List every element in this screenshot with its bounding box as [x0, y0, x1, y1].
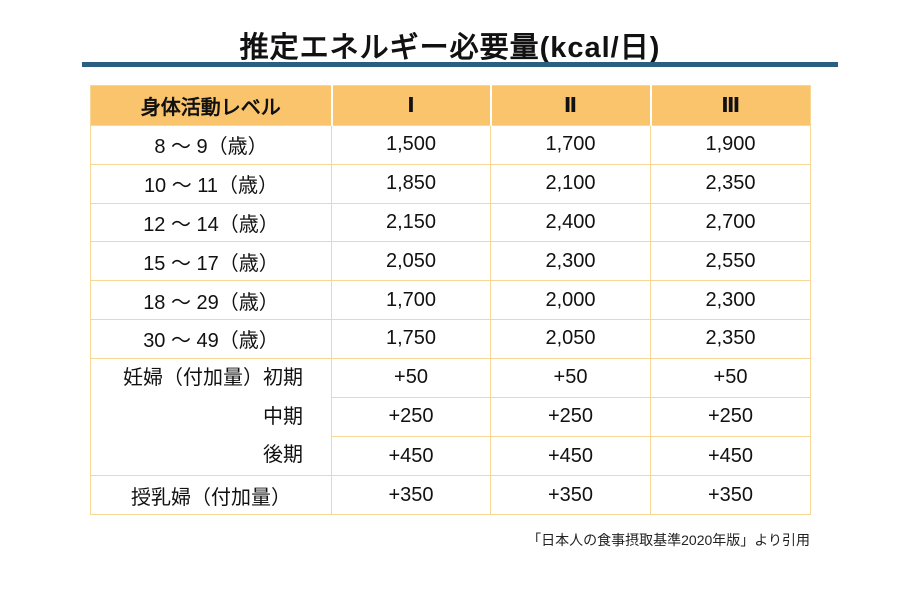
- energy-requirements-table: 身体活動レベル Ⅰ Ⅱ Ⅲ 8 ～ 9（歳） 1,500 1,700 1,900…: [90, 85, 811, 515]
- row-label: 授乳婦（付加量）: [90, 475, 332, 515]
- cell-value: 1,850: [331, 163, 491, 204]
- col-header-activity-level: 身体活動レベル: [90, 85, 333, 126]
- table-row: 12 ～ 14（歳） 2,150 2,400 2,700: [90, 202, 811, 243]
- cell-value: 2,300: [650, 280, 811, 320]
- table-row-maternity-initial: 妊婦（付加量）初期 中期 後期 +50 +50 +50: [90, 357, 811, 477]
- cell-value: +50: [490, 357, 651, 398]
- maternity-label-initial: 妊婦（付加量）初期: [123, 366, 303, 389]
- cell-value: 2,050: [331, 241, 491, 282]
- cell-value: +450: [331, 436, 491, 477]
- row-label: 30 ～ 49（歳）: [90, 318, 332, 359]
- table-row-lactation: 授乳婦（付加量） +350 +350 +350: [90, 475, 811, 515]
- cell-value: 1,750: [331, 318, 491, 359]
- cell-value: +250: [490, 396, 651, 438]
- row-label: 8 ～ 9（歳）: [90, 125, 332, 165]
- cell-value: 2,400: [490, 202, 651, 243]
- cell-value: +350: [650, 475, 811, 515]
- table-row: 15 ～ 17（歳） 2,050 2,300 2,550: [90, 241, 811, 282]
- maternity-label-late: 後期: [263, 444, 303, 467]
- table-row-maternity-late: +450 +450 +450: [91, 436, 811, 477]
- cell-value: +450: [490, 436, 651, 477]
- row-label: 10 ～ 11（歳）: [90, 163, 332, 204]
- cell-value: +250: [650, 396, 811, 438]
- table-row: 30 ～ 49（歳） 1,750 2,050 2,350: [90, 318, 811, 359]
- cell-value: 2,000: [490, 280, 651, 320]
- page-title: 推定エネルギー必要量(kcal/日): [239, 32, 661, 64]
- cell-value: 2,700: [650, 202, 811, 243]
- table-row: 8 ～ 9（歳） 1,500 1,700 1,900: [90, 125, 811, 165]
- row-label: 18 ～ 29（歳）: [90, 280, 332, 320]
- cell-value: 2,300: [490, 241, 651, 282]
- row-label: 12 ～ 14（歳）: [90, 202, 332, 243]
- col-header-level-3: Ⅲ: [649, 85, 811, 126]
- cell-value: 1,700: [331, 280, 491, 320]
- cell-value: 2,350: [650, 163, 811, 204]
- table-header-row: 身体活動レベル Ⅰ Ⅱ Ⅲ: [90, 85, 811, 126]
- cell-value: +350: [490, 475, 651, 515]
- cell-value: 2,100: [490, 163, 651, 204]
- cell-value: 1,700: [490, 125, 651, 165]
- cell-value: +50: [331, 357, 491, 398]
- cell-value: 2,150: [331, 202, 491, 243]
- cell-value: 2,050: [490, 318, 651, 359]
- col-header-level-1: Ⅰ: [330, 85, 492, 126]
- maternity-merged-label: 妊婦（付加量）初期 中期 後期: [90, 357, 332, 477]
- cell-value: +250: [331, 396, 491, 438]
- row-label: 15 ～ 17（歳）: [90, 241, 332, 282]
- table-row: 18 ～ 29（歳） 1,700 2,000 2,300: [90, 280, 811, 320]
- cell-value: 1,500: [331, 125, 491, 165]
- cell-value: +50: [650, 357, 811, 398]
- cell-value: +450: [650, 436, 811, 477]
- title-underline: [82, 62, 838, 67]
- citation: 「日本人の食事摂取基準2020年版」より引用: [527, 532, 810, 548]
- cell-value: +350: [331, 475, 491, 515]
- maternity-label-middle: 中期: [263, 405, 303, 428]
- col-header-level-2: Ⅱ: [489, 85, 652, 126]
- cell-value: 2,350: [650, 318, 811, 359]
- cell-value: 2,550: [650, 241, 811, 282]
- table-row: 10 ～ 11（歳） 1,850 2,100 2,350: [90, 163, 811, 204]
- cell-value: 1,900: [650, 125, 811, 165]
- table-row-maternity-middle: +250 +250 +250: [91, 396, 811, 438]
